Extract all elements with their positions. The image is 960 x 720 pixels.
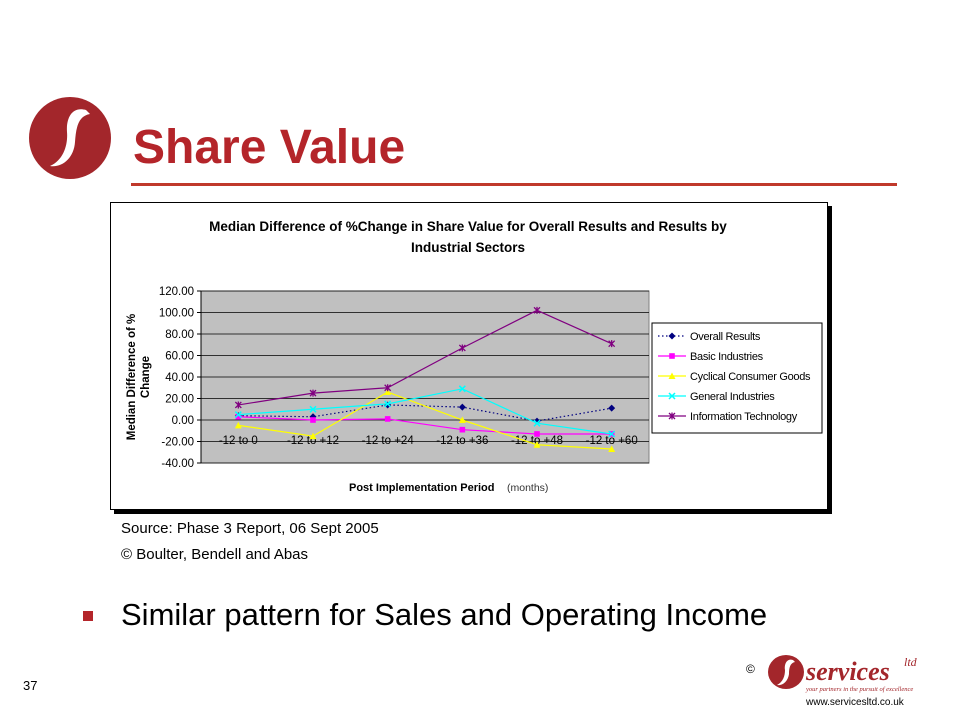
y-tick-label: -20.00 <box>161 437 194 449</box>
legend-label: Basic Industries <box>690 351 764 363</box>
data-point <box>459 426 466 433</box>
slide-title: Share Value <box>133 121 406 174</box>
data-point <box>384 384 392 392</box>
data-point <box>458 344 466 352</box>
series-line <box>238 391 612 450</box>
y-axis-label-line2: Change <box>140 356 152 398</box>
legend-marker <box>669 353 675 359</box>
legend-label: Cyclical Consumer Goods <box>690 371 811 383</box>
legend <box>651 322 823 434</box>
data-point <box>458 403 466 411</box>
legend-label: General Industries <box>690 391 775 403</box>
services-logo-tagline: your partners in the pursuit of excellen… <box>805 686 913 693</box>
data-point <box>309 389 317 397</box>
x-axis-label-units: (months) <box>507 482 548 494</box>
data-point <box>384 400 392 408</box>
data-point <box>608 430 616 438</box>
series-line <box>238 388 612 435</box>
data-point <box>608 404 616 412</box>
source-note: Source: Phase 3 Report, 06 Sept 2005 <box>121 520 379 537</box>
x-tick-label: -12 to +36 <box>436 435 488 447</box>
data-point <box>608 340 616 348</box>
services-logo: services ltd your partners in the pursui… <box>768 655 918 693</box>
legend-marker <box>668 372 676 379</box>
services-logo-suffix: ltd <box>904 655 918 669</box>
copyright-note: © Boulter, Bendell and Abas <box>121 546 309 563</box>
title-underline <box>131 183 897 186</box>
data-point <box>235 413 242 420</box>
x-tick-label: -12 to +48 <box>511 435 563 447</box>
data-point <box>533 441 541 448</box>
y-tick-label: 60.00 <box>165 351 194 363</box>
services-logo-word: services <box>805 657 890 686</box>
data-point <box>534 431 540 437</box>
data-point <box>608 445 616 453</box>
data-point <box>533 419 541 427</box>
footer-copyright: © <box>746 662 755 676</box>
x-tick-label: -12 to +60 <box>586 435 638 447</box>
bullet-icon <box>83 611 93 621</box>
y-tick-label: 100.00 <box>159 308 194 320</box>
data-point <box>533 306 541 314</box>
data-point <box>533 417 541 425</box>
legend-label: Information Technology <box>690 411 798 423</box>
data-point <box>458 385 466 393</box>
x-tick-label: -12 to +12 <box>287 435 339 447</box>
y-tick-label: 40.00 <box>165 372 194 384</box>
company-logo-icon <box>29 97 111 179</box>
data-point <box>310 417 316 423</box>
legend-marker <box>668 412 676 420</box>
y-tick-label: 80.00 <box>165 329 194 341</box>
chart-container: Median Difference of %Change in Share Va… <box>110 202 828 510</box>
x-tick-label: -12 to 0 <box>219 435 258 447</box>
y-tick-label: 20.00 <box>165 394 194 406</box>
footer-url: www.servicesltd.co.uk <box>806 697 904 708</box>
data-point <box>309 432 317 440</box>
legend-marker <box>668 332 676 340</box>
y-tick-label: -40.00 <box>161 458 194 470</box>
bullet-text: Similar pattern for Sales and Operating … <box>121 597 768 632</box>
data-point <box>234 411 242 419</box>
legend-marker <box>668 392 676 400</box>
chart-title-line: Median Difference of %Change in Share Va… <box>209 219 727 234</box>
series-line <box>238 416 612 435</box>
data-point <box>384 416 391 422</box>
series-line <box>238 309 612 406</box>
legend-label: Overall Results <box>690 331 761 343</box>
x-tick-label: -12 to +24 <box>362 435 415 447</box>
y-tick-label: 120.00 <box>159 286 194 298</box>
y-axis-label: Median Difference of % <box>126 314 138 441</box>
data-point <box>458 416 466 423</box>
data-point <box>234 401 242 409</box>
line-chart: Median Difference of %Change in Share Va… <box>126 219 823 494</box>
x-axis-label: Post Implementation Period <box>349 482 494 494</box>
page-number: 37 <box>23 678 38 693</box>
y-tick-label: 0.00 <box>172 415 194 427</box>
data-point <box>234 421 242 429</box>
chart-title-line: Industrial Sectors <box>411 240 525 255</box>
data-point <box>309 405 317 413</box>
data-point <box>384 388 392 396</box>
